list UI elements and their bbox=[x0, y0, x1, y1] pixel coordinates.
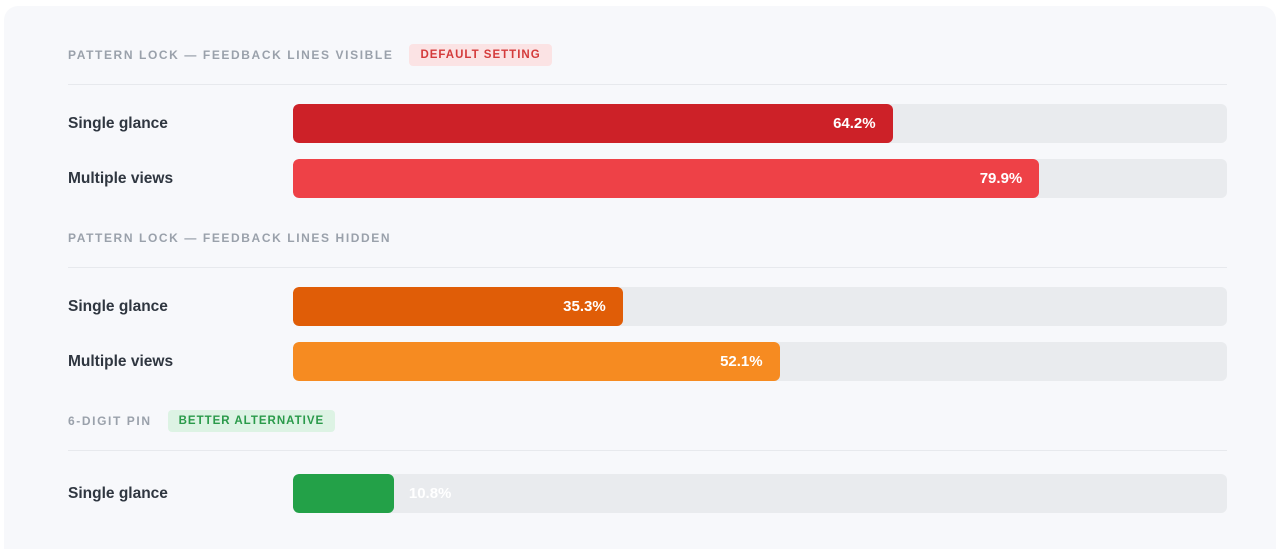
section-pattern-lock-hidden: PATTERN LOCK — FEEDBACK LINES HIDDEN Sin… bbox=[68, 227, 1227, 381]
bar-fill: 79.9% bbox=[293, 159, 1040, 198]
row-label: Multiple views bbox=[68, 352, 174, 370]
bar-fill: 64.2% bbox=[293, 104, 893, 143]
bar-value: 52.1% bbox=[720, 353, 763, 370]
bar-track: 64.2% bbox=[293, 104, 1227, 143]
bar-row: Multiple views 52.1% bbox=[68, 342, 1227, 381]
row-label: Single glance bbox=[68, 484, 168, 502]
bar-fill: 35.3% bbox=[293, 287, 623, 326]
row-label: Single glance bbox=[68, 114, 168, 132]
section-six-digit-pin: 6-DIGIT PIN BETTER ALTERNATIVE Single gl… bbox=[68, 410, 1227, 549]
bar-fill: 52.1% bbox=[293, 342, 780, 381]
section-header: 6-DIGIT PIN BETTER ALTERNATIVE bbox=[68, 410, 1227, 432]
chart-card: PATTERN LOCK — FEEDBACK LINES VISIBLE DE… bbox=[4, 6, 1276, 549]
section-title: PATTERN LOCK — FEEDBACK LINES VISIBLE bbox=[68, 48, 394, 62]
better-alternative-badge: BETTER ALTERNATIVE bbox=[167, 410, 336, 432]
section-pattern-lock-visible: PATTERN LOCK — FEEDBACK LINES VISIBLE DE… bbox=[68, 44, 1227, 198]
divider bbox=[68, 84, 1227, 85]
bar-row: Multiple views 79.9% bbox=[68, 159, 1227, 198]
row-label: Single glance bbox=[68, 297, 168, 315]
bar-track: 52.1% bbox=[293, 342, 1227, 381]
bar-value: 79.9% bbox=[979, 170, 1023, 187]
section-header: PATTERN LOCK — FEEDBACK LINES VISIBLE DE… bbox=[68, 44, 1227, 66]
bar-track: 10.8% bbox=[293, 474, 1227, 513]
bar-value: 64.2% bbox=[833, 115, 876, 132]
divider bbox=[68, 450, 1227, 451]
bar-row: Single glance 35.3% bbox=[68, 287, 1227, 326]
bar-row: Single glance 64.2% bbox=[68, 104, 1227, 143]
bar-track: 35.3% bbox=[293, 287, 1227, 326]
divider bbox=[68, 267, 1227, 268]
row-label: Multiple views bbox=[68, 169, 174, 187]
section-title: 6-DIGIT PIN bbox=[68, 414, 152, 428]
section-title: PATTERN LOCK — FEEDBACK LINES HIDDEN bbox=[68, 231, 392, 245]
section-header: PATTERN LOCK — FEEDBACK LINES HIDDEN bbox=[68, 227, 1227, 249]
bar-track: 79.9% bbox=[293, 159, 1227, 198]
bar-value-outside: 10.8% bbox=[408, 485, 452, 502]
bar-row: Single glance 10.8% bbox=[68, 474, 1227, 513]
bar-value: 35.3% bbox=[563, 298, 606, 315]
default-setting-badge: DEFAULT SETTING bbox=[409, 44, 552, 66]
bar-fill bbox=[293, 474, 394, 513]
